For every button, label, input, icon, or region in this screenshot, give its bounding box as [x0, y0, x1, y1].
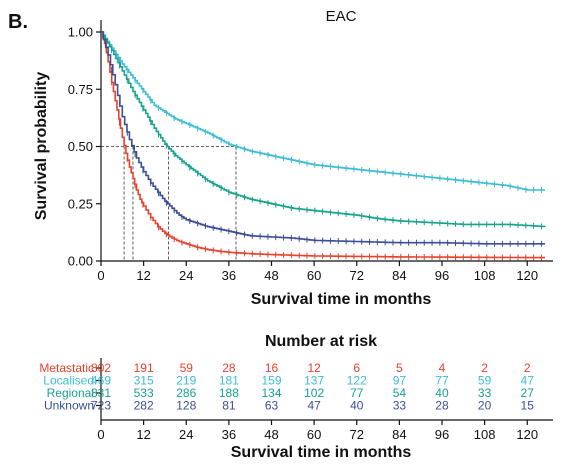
x-tick-label: 12: [136, 268, 150, 283]
risk-count-metastatic: 4: [439, 361, 446, 375]
risk-count-unknown: 28: [435, 399, 449, 413]
risk-row-label-localised: Localised: [43, 374, 94, 388]
risk-count-unknown: 15: [521, 399, 535, 413]
risk-count-localised: 469: [91, 374, 111, 388]
km-line-metastatic: [101, 31, 545, 259]
risk-x-tick-label: 96: [435, 427, 449, 442]
risk-count-regional: 134: [261, 386, 281, 400]
x-tick-label: 120: [516, 268, 538, 283]
y-tick-label: 0.50: [68, 139, 93, 154]
risk-count-localised: 59: [478, 374, 492, 388]
y-axis-label: Survival probability: [33, 72, 50, 221]
risk-count-regional: 831: [91, 386, 111, 400]
risk-count-unknown: 47: [307, 399, 321, 413]
risk-count-metastatic: 802: [91, 361, 111, 375]
x-tick-label: 0: [97, 268, 104, 283]
chart-title: EAC: [326, 8, 357, 25]
risk-x-tick-label: 84: [392, 427, 406, 442]
risk-count-regional: 54: [393, 386, 407, 400]
risk-count-unknown: 63: [265, 399, 279, 413]
risk-count-localised: 181: [219, 374, 239, 388]
risk-count-regional: 27: [521, 386, 535, 400]
risk-count-metastatic: 12: [307, 361, 321, 375]
risk-count-localised: 137: [304, 374, 324, 388]
y-tick-label: 0.00: [68, 254, 93, 269]
risk-count-metastatic: 6: [353, 361, 360, 375]
risk-row-label-regional: Regional: [47, 386, 94, 400]
risk-count-unknown: 40: [350, 399, 364, 413]
km-line-regional: [101, 31, 546, 228]
risk-count-regional: 533: [134, 386, 154, 400]
risk-count-localised: 219: [176, 374, 196, 388]
risk-count-localised: 122: [347, 374, 367, 388]
risk-count-regional: 33: [478, 386, 492, 400]
x-tick-label: 24: [179, 268, 193, 283]
risk-count-metastatic: 28: [222, 361, 236, 375]
x-tick-label: 60: [307, 268, 321, 283]
risk-x-tick-label: 36: [222, 427, 236, 442]
risk-row-label-metastatic: Metastatic: [39, 361, 94, 375]
risk-x-tick-label: 72: [350, 427, 364, 442]
risk-x-tick-label: 48: [264, 427, 278, 442]
risk-x-tick-label: 0: [97, 427, 104, 442]
risk-count-localised: 159: [261, 374, 281, 388]
x-tick-label: 48: [264, 268, 278, 283]
x-tick-label: 84: [392, 268, 406, 283]
y-tick-label: 0.75: [68, 82, 93, 97]
y-tick-label: 1.00: [68, 25, 93, 40]
risk-x-tick-label: 108: [474, 427, 496, 442]
risk-x-tick-label: 120: [516, 427, 538, 442]
risk-count-metastatic: 16: [265, 361, 279, 375]
risk-x-tick-label: 60: [307, 427, 321, 442]
risk-x-tick-label: 12: [136, 427, 150, 442]
risk-count-localised: 77: [435, 374, 449, 388]
risk-count-unknown: 81: [222, 399, 236, 413]
risk-count-unknown: 128: [176, 399, 196, 413]
risk-count-localised: 47: [521, 374, 535, 388]
x-tick-label: 96: [435, 268, 449, 283]
risk-x-axis-label: Survival time in months: [231, 444, 412, 461]
x-tick-label: 108: [474, 268, 496, 283]
risk-count-unknown: 282: [134, 399, 154, 413]
risk-count-regional: 77: [350, 386, 364, 400]
km-plot-area: 0.00 0.25 0.50 0.75 1.00 0 12 24 36 48 60 72 84 96 108…: [68, 20, 553, 283]
risk-count-unknown: 723: [91, 399, 111, 413]
risk-count-localised: 315: [134, 374, 154, 388]
x-axis-label: Survival time in months: [251, 291, 432, 308]
risk-count-regional: 188: [219, 386, 239, 400]
panel-label: B.: [8, 11, 28, 33]
risk-count-metastatic: 59: [180, 361, 194, 375]
risk-count-regional: 286: [176, 386, 196, 400]
risk-count-metastatic: 191: [134, 361, 154, 375]
y-tick-label: 0.25: [68, 196, 93, 211]
x-tick-label: 36: [222, 268, 236, 283]
x-tick-label: 72: [350, 268, 364, 283]
risk-row-label-unknown: Unknown: [44, 399, 94, 413]
risk-count-localised: 97: [393, 374, 407, 388]
risk-count-unknown: 20: [478, 399, 492, 413]
km-line-unknown: [101, 31, 545, 245]
risk-table-title: Number at risk: [265, 333, 377, 350]
risk-count-metastatic: 5: [396, 361, 403, 375]
risk-count-metastatic: 2: [524, 361, 531, 375]
risk-count-regional: 102: [304, 386, 324, 400]
risk-x-tick-label: 24: [179, 427, 193, 442]
risk-count-regional: 40: [435, 386, 449, 400]
risk-count-unknown: 33: [393, 399, 407, 413]
risk-count-metastatic: 2: [481, 361, 488, 375]
